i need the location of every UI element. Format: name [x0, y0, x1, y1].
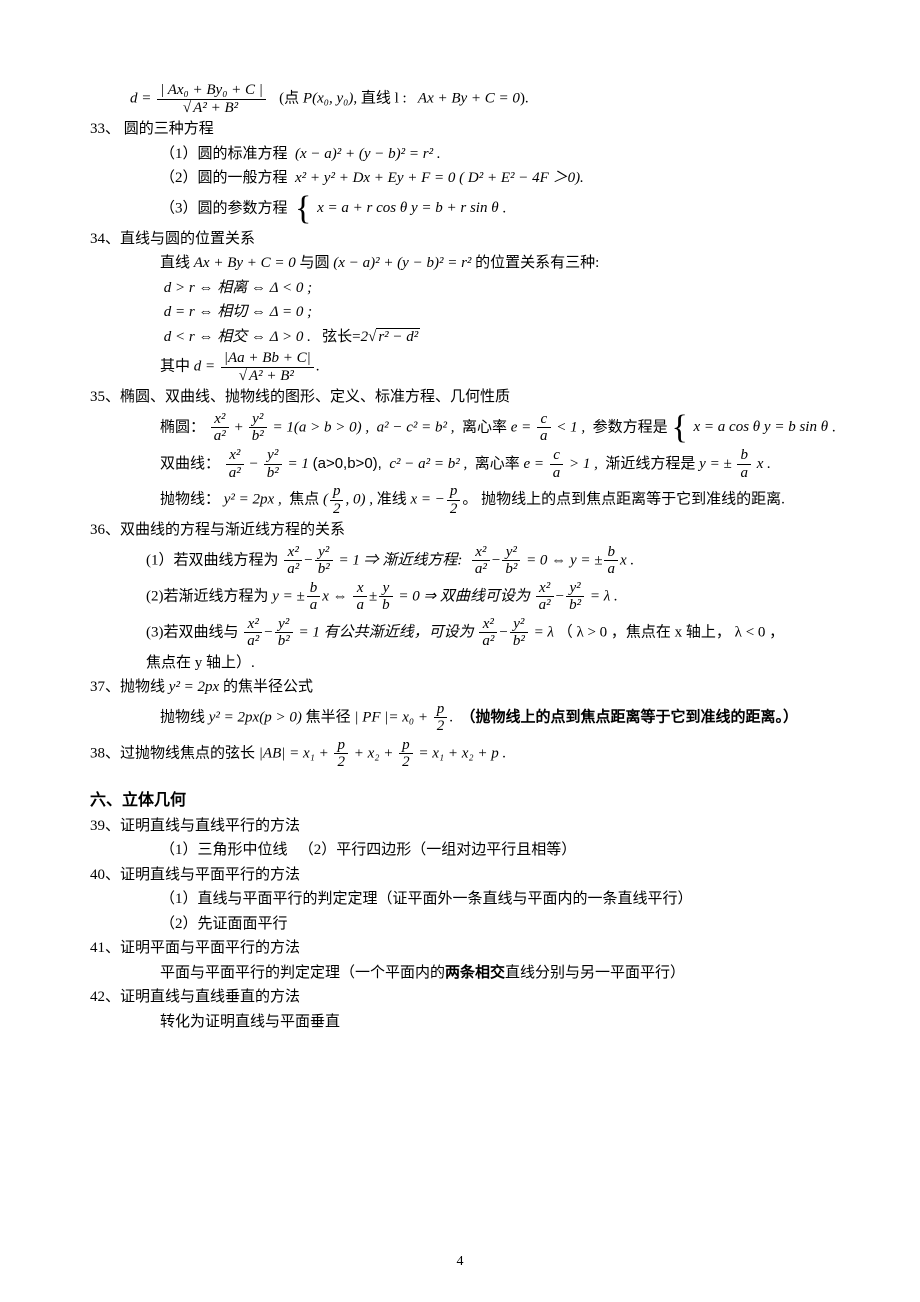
item-41-title: 41、证明平面与平面平行的方法	[90, 937, 840, 960]
item-42-body: 转化为证明直线与平面垂直	[90, 1011, 840, 1034]
item-40-1: （1）直线与平面平行的判定定理（证平面外一条直线与平面内的一条直线平行）	[90, 888, 840, 911]
formula-distance-point-line: d = | Ax₀ + By₀ + C | √A² + B² (点 P(x₀, …	[90, 82, 840, 116]
item-42-title: 42、证明直线与直线垂直的方法	[90, 986, 840, 1009]
item-36-title: 36、双曲线的方程与渐近线方程的关系	[90, 519, 840, 542]
item-41-body: 平面与平面平行的判定定理（一个平面内的两条相交直线分别与另一平面平行）	[90, 962, 840, 985]
item-37-title: 37、抛物线 y² = 2px 的焦半径公式	[90, 676, 840, 699]
item-33-title: 33、 圆的三种方程	[90, 118, 840, 141]
document-page: d = | Ax₀ + By₀ + C | √A² + B² (点 P(x₀, …	[0, 0, 920, 1302]
item-36-1: (1）若双曲线方程为 x²a²−y²b² = 1 ⇒ 渐近线方程: x²a²−y…	[90, 544, 840, 578]
item-34-title: 34、直线与圆的位置关系	[90, 228, 840, 251]
item-33-3: （3）圆的参数方程 { x = a + r cos θ y = b + r si…	[90, 192, 840, 226]
section-6-title: 六、立体几何	[90, 789, 840, 813]
item-35-parabola: 抛物线： y² = 2px , 焦点 (p2, 0) , 准线 x = −p2。…	[90, 483, 840, 517]
item-34-where: 其中 d = |Aa + Bb + C| √A² + B² .	[90, 350, 840, 384]
item-36-2: (2)若渐近线方程为 y = ±bax ⇔ xa±yb = 0 ⇒ 双曲线可设为…	[90, 580, 840, 614]
item-35-title: 35、椭圆、双曲线、抛物线的图形、定义、标准方程、几何性质	[90, 386, 840, 409]
item-40-2: （2）先证面面平行	[90, 913, 840, 936]
item-35-hyperbola: 双曲线： x²a² − y²b² = 1 (a>0,b>0), c² − a² …	[90, 447, 840, 482]
item-34-case1: d > r ⇔ 相离 ⇔ Δ < 0 ;	[90, 277, 840, 300]
item-36-3-tail: 焦点在 y 轴上）.	[90, 652, 840, 675]
item-37-body: 抛物线 y² = 2px(p > 0) 焦半径 | PF |= x₀ + p2.…	[90, 701, 840, 735]
item-34-case3: d < r ⇔ 相交 ⇔ Δ > 0 . 弦长=2√r² − d²	[90, 326, 840, 349]
item-34-case2: d = r ⇔ 相切 ⇔ Δ = 0 ;	[90, 301, 840, 324]
item-33-2: （2）圆的一般方程 x² + y² + Dx + Ey + F = 0 ( D²…	[90, 167, 840, 190]
item-38: 38、过抛物线焦点的弦长 |AB| = x₁ + p2 + x₂ + p2 = …	[90, 737, 840, 771]
item-36-3: (3)若双曲线与 x²a²−y²b² = 1 有公共渐近线，可设为 x²a²−y…	[90, 616, 840, 650]
item-33-1: （1）圆的标准方程 (x − a)² + (y − b)² = r² .	[90, 143, 840, 166]
item-40-title: 40、证明直线与平面平行的方法	[90, 864, 840, 887]
page-number: 4	[0, 1251, 920, 1272]
item-39-title: 39、证明直线与直线平行的方法	[90, 815, 840, 838]
item-34-sentence: 直线 Ax + By + C = 0 与圆 (x − a)² + (y − b)…	[90, 252, 840, 275]
item-35-ellipse: 椭圆： x²a² + y²b² = 1(a > b > 0) , a² − c²…	[90, 411, 840, 445]
item-39-body: （1）三角形中位线 （2）平行四边形（一组对边平行且相等）	[90, 839, 840, 862]
item-37-note-bold: （抛物线上的点到焦点距离等于它到准线的距离。）	[461, 709, 799, 725]
